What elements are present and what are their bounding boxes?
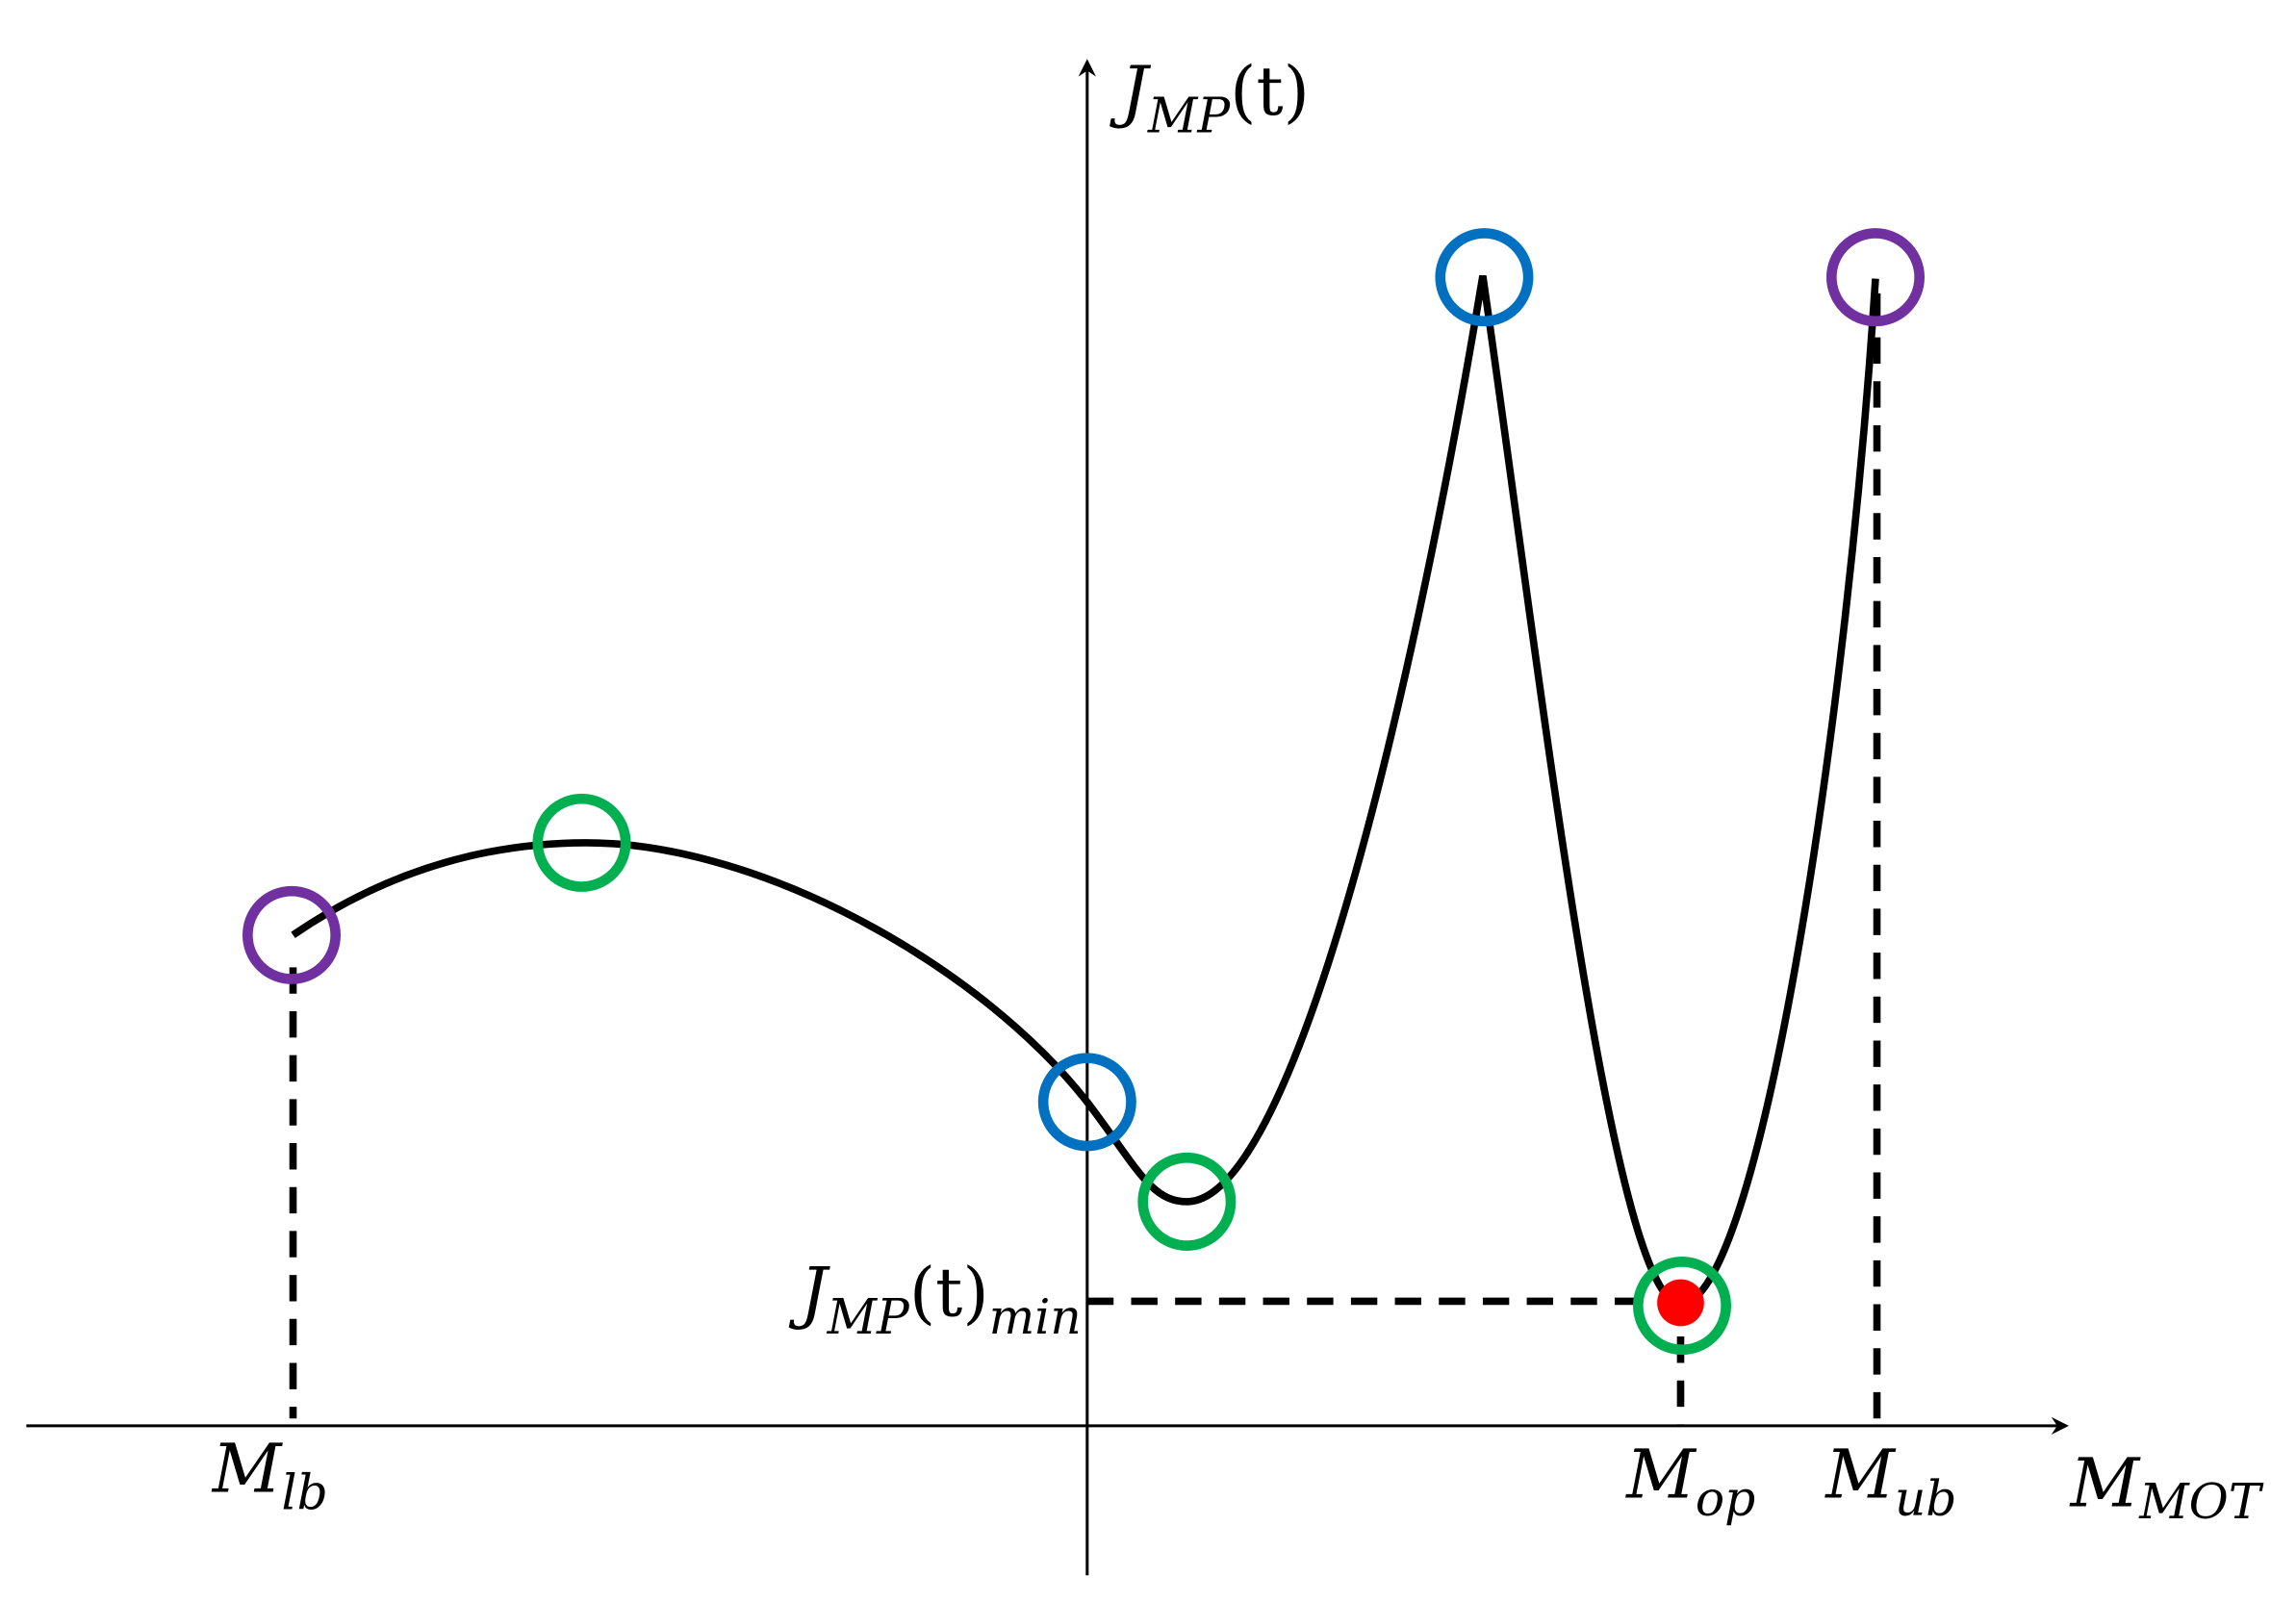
minimum-label: JMP(t)min [789, 1254, 1082, 1345]
bound-point [1825, 228, 1926, 327]
label-part: M [211, 1429, 284, 1508]
inflection-point [1037, 1053, 1136, 1152]
label-part: ub [1895, 1470, 1957, 1527]
label-part: op [1696, 1470, 1755, 1527]
label-part: J [789, 1254, 831, 1333]
label-part: lb [282, 1464, 328, 1521]
label-part: M [1624, 1436, 1697, 1514]
optimum-label: Mop [1624, 1436, 1755, 1527]
upper-bound-label: Mub [1824, 1436, 1956, 1527]
local-extremum [1632, 1257, 1732, 1356]
x-axis-label: MMOT [2069, 1444, 2264, 1530]
label-part: (t) [1230, 52, 1310, 131]
optimum-point [1657, 1279, 1704, 1327]
label-part: M [1824, 1436, 1897, 1514]
local-extremum [532, 793, 631, 892]
label-part: J [1110, 52, 1152, 131]
label-part: M [2069, 1444, 2142, 1523]
guides [289, 292, 1881, 1426]
y-axis-label: JMP(t) [1110, 52, 1310, 143]
label-part: (t) [909, 1254, 989, 1333]
label-part: MOT [2138, 1473, 2264, 1530]
curve [291, 275, 1879, 1309]
inflection-point [1435, 228, 1534, 327]
local-extremum [1137, 1152, 1237, 1251]
label-part: MP [827, 1288, 910, 1345]
label-part: min [989, 1288, 1082, 1345]
bound-point [242, 885, 342, 984]
label-part: MP [1147, 87, 1231, 143]
lower-bound-label: Mlb [211, 1429, 328, 1520]
markers [242, 228, 1926, 1356]
